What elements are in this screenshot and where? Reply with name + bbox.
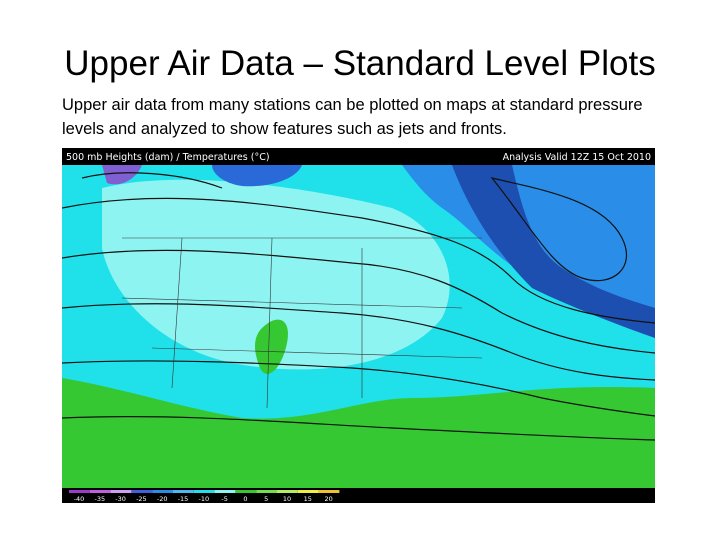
colorbar-swatch: [214, 490, 236, 493]
colorbar-swatch: [297, 490, 319, 493]
colorbar-swatch: [69, 490, 90, 493]
colorbar-label: 15: [304, 495, 312, 503]
colorbar-label: -15: [178, 495, 189, 503]
colorbar-swatch: [256, 490, 277, 493]
colorbar-label: 0: [243, 495, 247, 503]
warm-region: [102, 179, 450, 370]
colorbar-label: -35: [94, 495, 105, 503]
warm-pocket: [255, 319, 288, 374]
colorbar-label: -10: [198, 495, 209, 503]
colorbar-label: -20: [157, 495, 168, 503]
colorbar-swatch: [110, 490, 132, 493]
colorbar: -40 -35 -30 -25 -20 -15 -10 -5 0 5 10 15 20: [69, 490, 340, 503]
colorbar-swatch: [318, 490, 340, 493]
colorbar-swatch: [89, 490, 111, 493]
cold-core: [102, 165, 142, 185]
colorbar-label: -5: [221, 495, 227, 503]
map-header-right: Analysis Valid 12Z 15 Oct 2010: [503, 152, 651, 163]
weather-map: 500 mb Heights (dam) / Temperatures (°C)…: [62, 148, 655, 503]
colorbar-label: -40: [74, 495, 85, 503]
boundaries: [121, 237, 483, 409]
colorbar-swatch: [235, 490, 257, 493]
slide-title: Upper Air Data – Standard Level Plots: [64, 44, 656, 83]
colorbar-label: -25: [136, 495, 147, 503]
map-header: [62, 148, 655, 165]
colorbar-label: 5: [264, 495, 268, 503]
cold-pocket: [212, 165, 302, 187]
slide-body: Upper air data from many stations can be…: [62, 96, 643, 138]
colorbar-swatch: [193, 490, 215, 493]
colorbar-swatch: [173, 490, 194, 493]
colorbar-swatch: [131, 490, 153, 493]
height-contours: [62, 172, 655, 441]
colorbar-label: -30: [115, 495, 126, 503]
colorbar-label: 20: [324, 495, 332, 503]
colorbar-swatch: [152, 490, 173, 493]
map-header-left: 500 mb Heights (dam) / Temperatures (°C): [66, 152, 270, 163]
colorbar-swatch: [277, 490, 298, 493]
trough-region: [452, 165, 655, 338]
warm-south: [62, 378, 655, 488]
colorbar-label: 10: [283, 495, 291, 503]
